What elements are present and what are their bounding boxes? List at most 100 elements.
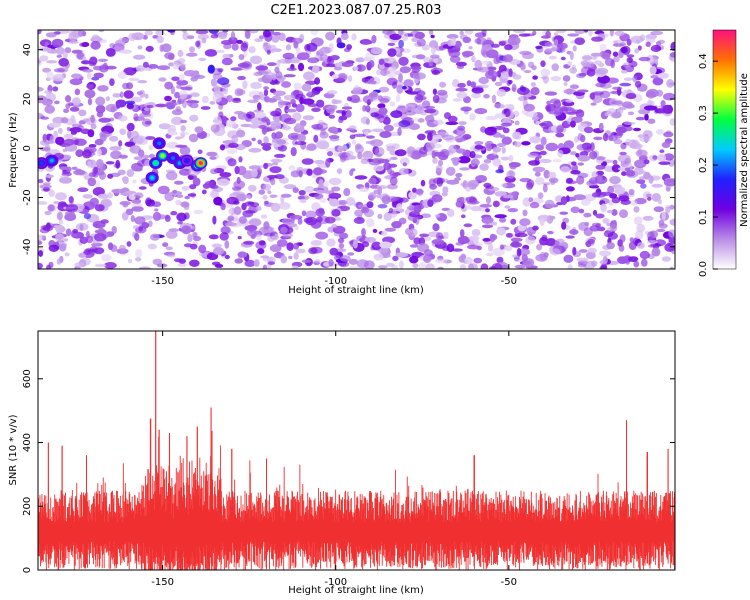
spectrogram-feature xyxy=(157,141,162,146)
spectrogram-cell xyxy=(201,95,209,104)
spectrogram-cell xyxy=(90,123,97,130)
spectrogram-cell xyxy=(630,143,643,150)
spectrogram-cell xyxy=(98,227,105,234)
spectrogram-cell xyxy=(302,115,315,121)
spectrogram-cell xyxy=(602,133,609,142)
spectrogram-cell xyxy=(565,99,574,103)
spectrogram-cell xyxy=(492,158,502,167)
spectrogram-cell xyxy=(650,30,664,36)
spectrogram-cell xyxy=(442,134,455,141)
spectrogram-cell xyxy=(69,106,80,112)
spectrogram-cell xyxy=(419,146,428,155)
spectrogram-image xyxy=(38,30,675,269)
spectrogram-cell xyxy=(280,226,288,234)
spectrogram-cell xyxy=(570,206,580,214)
spectrogram-cell xyxy=(210,78,218,87)
spectrogram-cell xyxy=(263,136,269,145)
spectrogram-cell xyxy=(547,230,554,235)
spectrogram-cell xyxy=(257,248,265,255)
spectrogram-cell xyxy=(410,66,422,70)
spectrogram-cell xyxy=(420,213,432,218)
spectrogram-cell xyxy=(256,70,269,75)
spectrogram-cell xyxy=(176,85,182,89)
spectrogram-cell xyxy=(561,106,574,112)
spectrogram-cell xyxy=(569,51,574,60)
spectrogram-cell xyxy=(264,200,269,205)
spectrogram-cell xyxy=(539,251,547,261)
spectrogram-cell xyxy=(243,50,248,58)
spectrogram-cell xyxy=(74,262,84,268)
spectrogram-cell xyxy=(220,203,226,211)
spectrogram-cell xyxy=(525,111,538,118)
spectrogram-cell xyxy=(576,175,585,185)
spectrogram-cell xyxy=(247,99,259,104)
spectrogram-cell xyxy=(197,33,209,40)
spectrogram-cell xyxy=(494,81,503,87)
spectrogram-cell xyxy=(382,30,393,35)
spectrogram-cell xyxy=(669,52,675,58)
spectrogram-cell xyxy=(354,84,359,89)
spectrogram-cell xyxy=(233,206,242,216)
spectrogram-cell xyxy=(297,133,306,142)
spectrogram-cell xyxy=(628,188,635,196)
spectrogram-cell xyxy=(491,43,500,48)
spectrogram-cell xyxy=(588,177,598,185)
spectrogram-cell xyxy=(126,241,132,247)
spectrogram-cell xyxy=(417,118,425,123)
spectrogram-cell xyxy=(128,67,135,76)
spectrogram-cell xyxy=(178,73,185,81)
spectrogram-cell xyxy=(301,83,312,92)
spectrogram-cell xyxy=(270,158,283,163)
spectrogram-cell xyxy=(132,179,137,184)
spectrogram-cell xyxy=(111,188,124,194)
spectrogram-cell xyxy=(483,159,492,164)
spectrogram-cell xyxy=(388,207,394,214)
snr-x-axis-label: Height of straight line (km) xyxy=(288,585,424,596)
spectrogram-cell xyxy=(671,250,675,254)
spectrogram-cell xyxy=(336,42,346,49)
spectrogram-cell xyxy=(377,204,388,209)
spectrogram-cell xyxy=(262,264,268,269)
spectrogram-cell xyxy=(414,31,425,39)
spectrogram-cell xyxy=(414,94,424,103)
spectrogram-cell xyxy=(175,136,182,140)
spectrogram-cell xyxy=(144,30,153,36)
spectrogram-cell xyxy=(268,98,274,102)
y-tick-label: 400 xyxy=(22,433,33,452)
spectrogram-cell xyxy=(463,223,473,228)
spectrogram-cell xyxy=(118,140,123,147)
colorbar-tick-label: 0.3 xyxy=(698,105,709,121)
spectrogram-cell xyxy=(299,198,307,204)
spectrogram-cell xyxy=(231,43,239,51)
spectrogram-cell xyxy=(514,131,522,140)
spectrogram-cell xyxy=(236,39,243,44)
spectrogram-cell xyxy=(557,149,564,158)
spectrogram-cell xyxy=(492,132,502,138)
spectrogram-cell xyxy=(138,266,152,269)
spectrogram-cell xyxy=(487,243,494,252)
spectrogram-cell xyxy=(494,113,506,119)
spectrogram-cell xyxy=(456,65,464,69)
spectrogram-cell xyxy=(275,71,283,79)
spectrogram-cell xyxy=(272,95,282,101)
spectrogram-cell xyxy=(56,46,65,55)
spectrogram-cell xyxy=(295,103,305,113)
spectrogram-cell xyxy=(508,162,521,168)
spectrogram-cell xyxy=(511,240,520,247)
spectrogram-cell xyxy=(562,75,571,82)
spectrogram-cell xyxy=(390,156,398,160)
spectrogram-cell xyxy=(458,255,466,263)
spectrogram-cell xyxy=(392,255,399,262)
spectrogram-cell xyxy=(217,32,228,40)
spectrogram-cell xyxy=(244,201,255,207)
spectrogram-cell xyxy=(175,106,181,112)
spectrogram-cell xyxy=(242,80,248,90)
spectrogram-cell xyxy=(263,232,275,237)
spectrogram-cell xyxy=(238,156,243,163)
spectrogram-cell xyxy=(485,115,498,121)
spectrogram-cell xyxy=(177,57,186,64)
spectrogram-cell xyxy=(569,84,580,89)
snr-frame xyxy=(37,330,676,571)
spectrogram-cell xyxy=(319,197,327,203)
spectrogram-cell xyxy=(535,121,541,125)
